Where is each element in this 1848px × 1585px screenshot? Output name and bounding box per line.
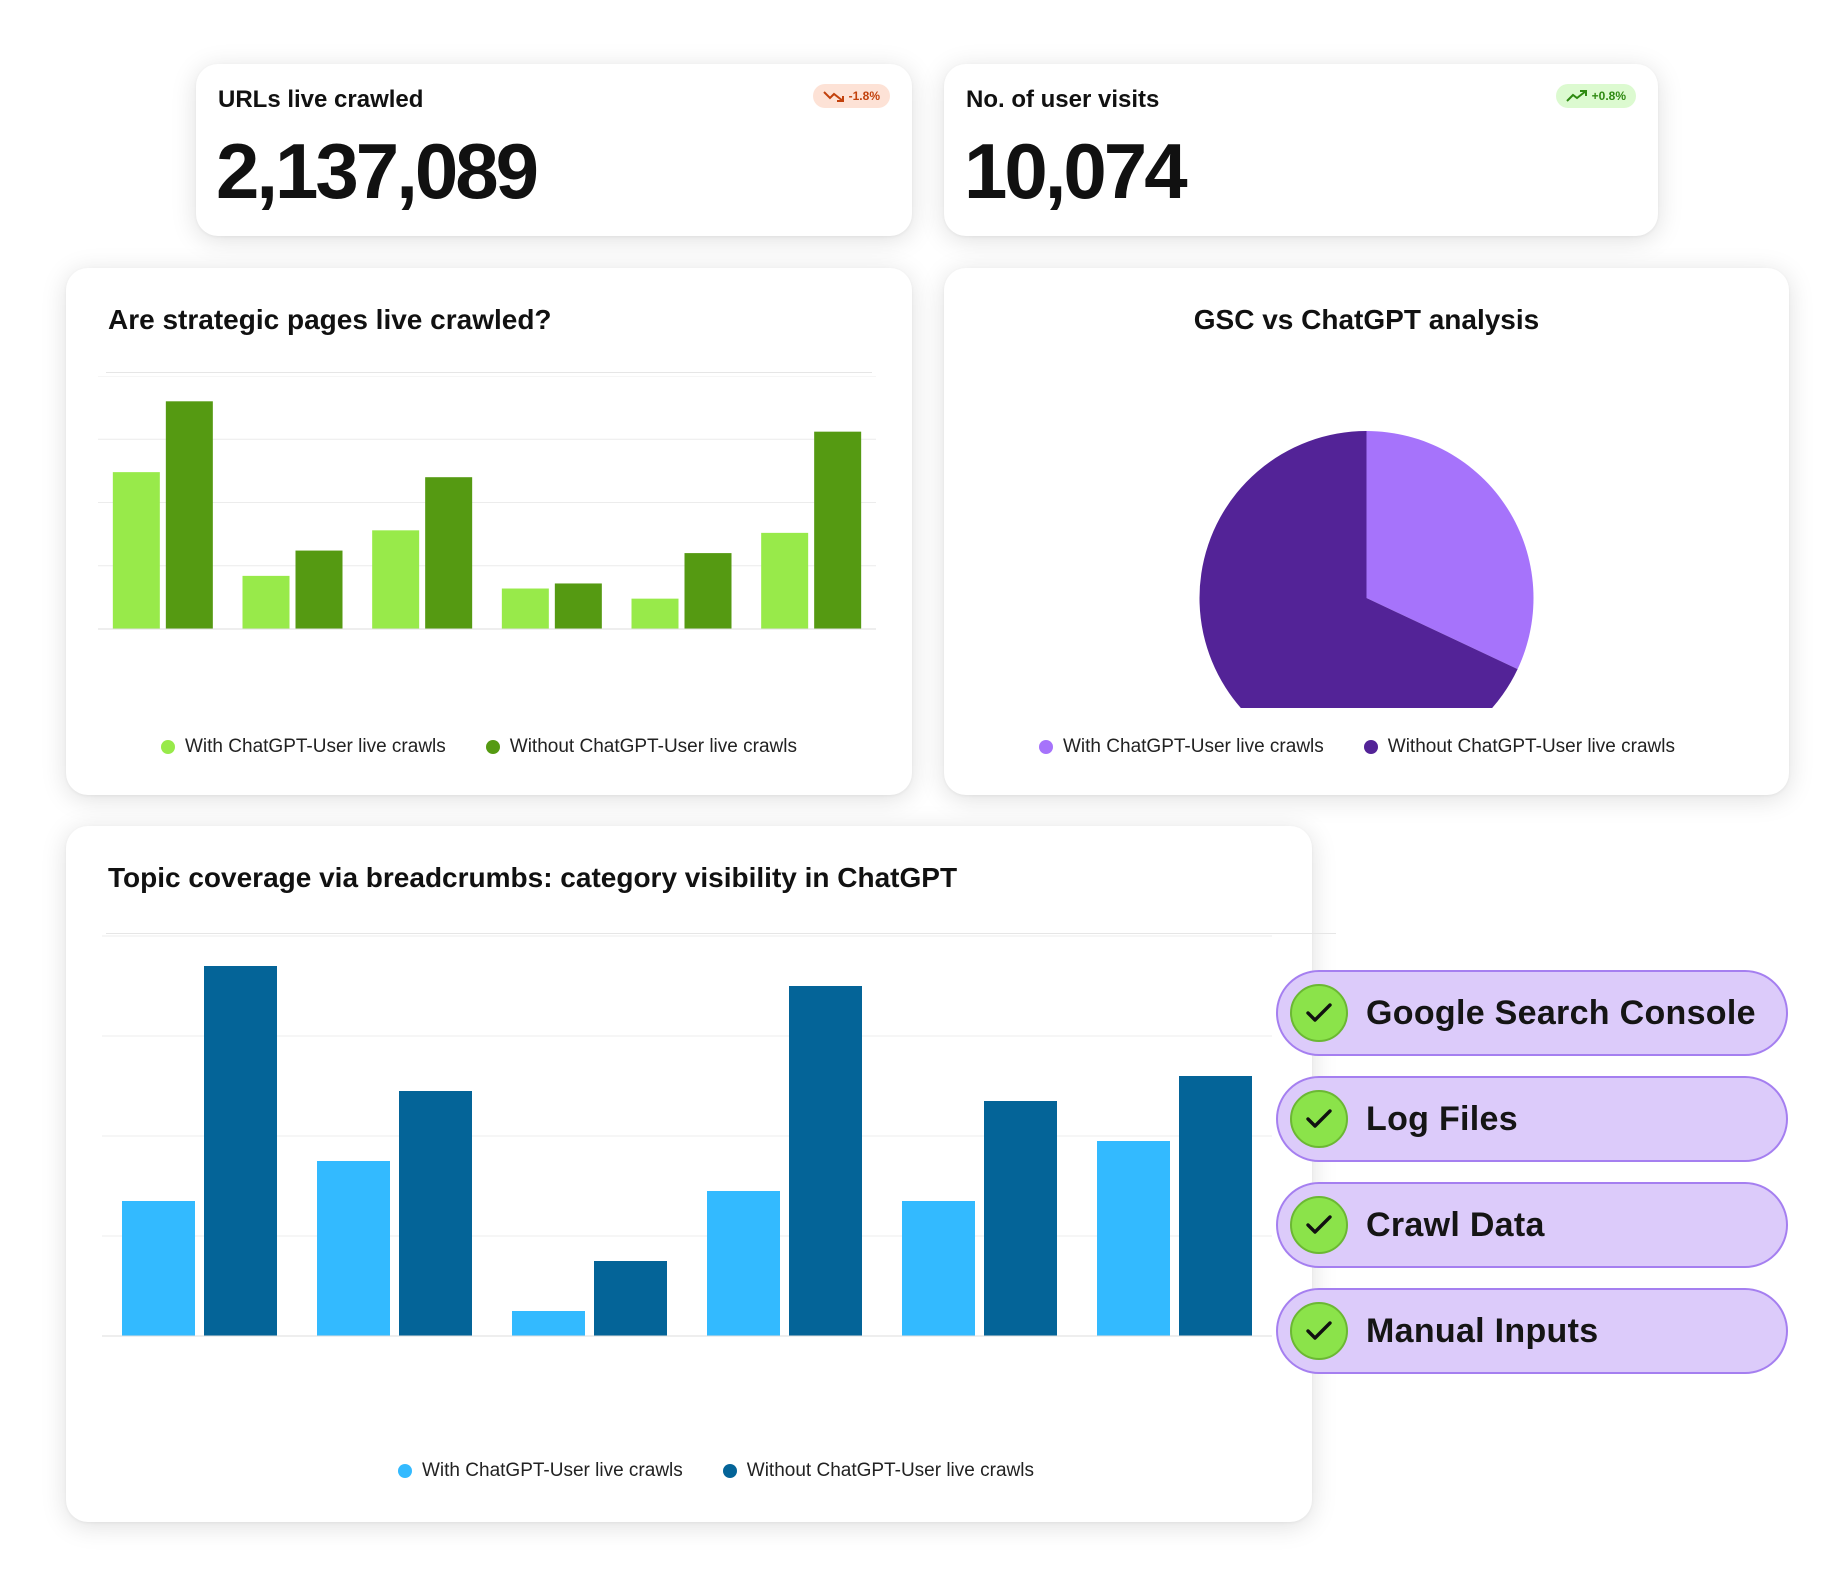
source-label: Log Files — [1366, 1099, 1518, 1138]
chart-legend: With ChatGPT-User live crawls Without Ch… — [161, 736, 797, 758]
trend-badge-down: -1.8% — [812, 84, 890, 108]
chart-title: Are strategic pages live crawled? — [108, 304, 552, 335]
trend-badge-up: +0.8% — [1555, 84, 1636, 108]
bar-topic-5-with — [902, 1201, 975, 1336]
check-icon — [1290, 1196, 1348, 1254]
legend-dot — [1363, 740, 1378, 754]
legend-label: With ChatGPT-User live crawls — [422, 1460, 683, 1481]
legend-label: Without ChatGPT-User live crawls — [746, 1460, 1034, 1481]
bar-topic-6-with — [1097, 1141, 1170, 1336]
chart-title: GSC vs ChatGPT analysis — [1193, 304, 1540, 335]
kpi-label: URLs live crawled — [218, 86, 424, 113]
legend-item-with: With ChatGPT-User live crawls — [1039, 736, 1324, 758]
bar-100-500-with — [631, 598, 679, 629]
bar-45-100-with — [501, 588, 549, 629]
chart-title: Topic coverage via breadcrumbs: category… — [108, 862, 958, 893]
trend-change: +0.8% — [1591, 89, 1626, 103]
topic-coverage-card: Topic coverage via breadcrumbs: category… — [66, 826, 1336, 1522]
topic-coverage-bar-chart: Topic 1Topic 2Topic 3Topic 4Topic 5Topic… — [102, 935, 1272, 1337]
bar-45-100-without — [554, 583, 602, 629]
check-icon — [1290, 1090, 1348, 1148]
bar-topic-4-with — [707, 1191, 780, 1336]
source-label: Google Search Console — [1366, 993, 1756, 1032]
pie-slice-without — [1199, 431, 1518, 708]
bar-topic-4-without — [789, 986, 862, 1336]
bar-topic-6-without — [1179, 1076, 1252, 1336]
divider — [106, 372, 872, 373]
bar-topic-1-with — [122, 1201, 195, 1336]
bar-topic-3-with — [512, 1311, 585, 1336]
kpi-card-visits: No. of user visits +0.8% 10,074 — [944, 64, 1658, 236]
chart-legend: With ChatGPT-User live crawls Without Ch… — [398, 1460, 1034, 1482]
strategic-pages-bar-chart: 0-55-1010-4545-100100-500500+ — [98, 376, 876, 630]
source-label: Crawl Data — [1366, 1205, 1545, 1244]
check-icon — [1290, 984, 1348, 1042]
legend-dot — [1039, 740, 1053, 754]
bar-10-45-with — [372, 530, 420, 629]
bar-0-5-without — [165, 401, 213, 629]
source-pill-crawl-data: Crawl Data — [1276, 1182, 1788, 1268]
bar-topic-3-without — [594, 1261, 667, 1336]
bar-500--without — [814, 431, 862, 629]
trend-up-icon — [1565, 90, 1587, 102]
bar-10-45-without — [425, 477, 473, 629]
bar-0-5-with — [112, 472, 160, 629]
legend-dot — [398, 1464, 412, 1478]
source-pill-google-search-console: Google Search Console — [1276, 970, 1788, 1056]
source-pill-manual-inputs: Manual Inputs — [1276, 1288, 1788, 1374]
chart-legend: With ChatGPT-User live crawls Without Ch… — [1039, 736, 1675, 758]
bar-topic-1-without — [204, 966, 277, 1336]
legend-dot — [161, 740, 175, 754]
kpi-label: No. of user visits — [966, 86, 1160, 113]
bar-5-10-without — [295, 550, 343, 629]
gsc-vs-chatgpt-pie-chart — [1199, 431, 1534, 708]
bar-100-500-without — [684, 553, 732, 629]
gsc-vs-chatgpt-card: GSC vs ChatGPT analysis With ChatGPT-Use… — [944, 268, 1789, 795]
divider — [106, 933, 1336, 934]
bar-5-10-with — [242, 575, 290, 629]
legend-label: Without ChatGPT-User live crawls — [509, 736, 797, 757]
kpi-value: 2,137,089 — [216, 127, 539, 215]
source-label: Manual Inputs — [1366, 1311, 1599, 1350]
kpi-value: 10,074 — [964, 127, 1188, 215]
legend-item-with: With ChatGPT-User live crawls — [398, 1460, 683, 1482]
legend-item-without: Without ChatGPT-User live crawls — [1363, 736, 1675, 758]
legend-item-without: Without ChatGPT-User live crawls — [722, 1460, 1034, 1482]
legend-label: With ChatGPT-User live crawls — [185, 736, 446, 757]
legend-dot — [485, 740, 500, 754]
trend-change: -1.8% — [848, 89, 880, 103]
check-icon — [1290, 1302, 1348, 1360]
trend-down-icon — [822, 91, 844, 102]
kpi-card-urls: URLs live crawled -1.8% 2,137,089 — [196, 64, 912, 236]
legend-dot — [722, 1464, 737, 1478]
strategic-pages-card: Are strategic pages live crawled? 0-55-1… — [66, 268, 912, 795]
legend-item-with: With ChatGPT-User live crawls — [161, 736, 446, 758]
bar-topic-2-with — [317, 1161, 390, 1336]
legend-item-without: Without ChatGPT-User live crawls — [485, 736, 797, 758]
legend-label: With ChatGPT-User live crawls — [1063, 736, 1324, 757]
legend-label: Without ChatGPT-User live crawls — [1387, 736, 1675, 757]
pie-slice-with — [1366, 431, 1534, 670]
bar-topic-5-without — [984, 1101, 1057, 1336]
bar-topic-2-without — [399, 1091, 472, 1336]
source-pill-log-files: Log Files — [1276, 1076, 1788, 1162]
bar-500--with — [761, 532, 809, 629]
